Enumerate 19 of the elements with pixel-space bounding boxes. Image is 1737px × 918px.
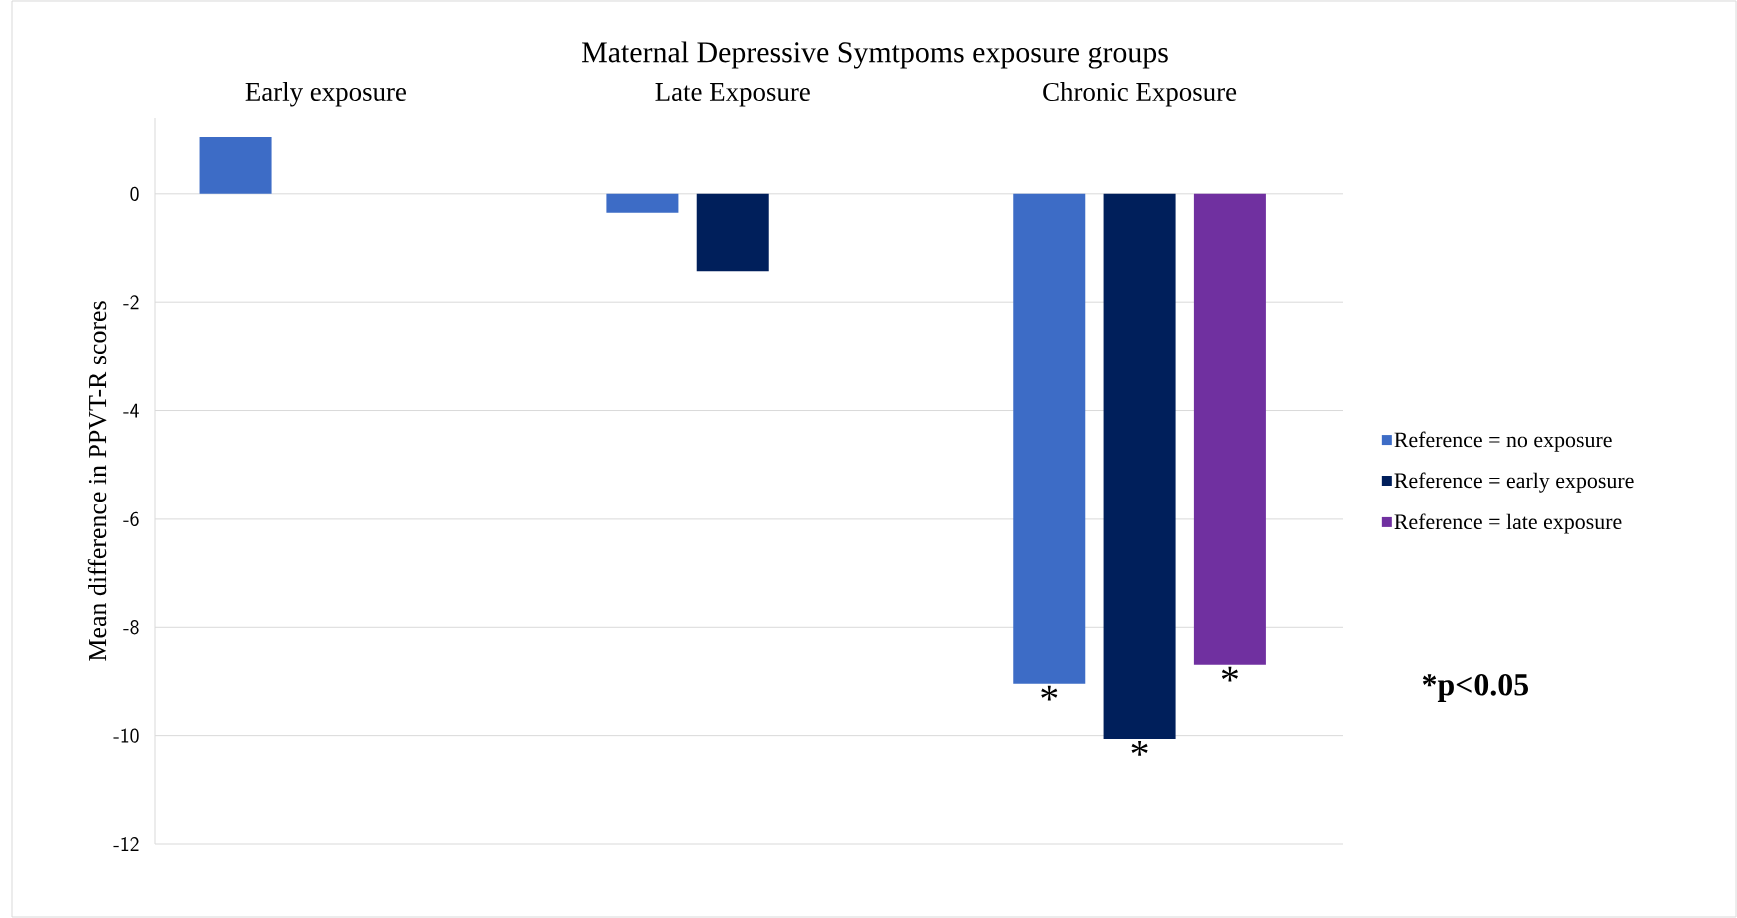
legend-label: Reference = early exposure — [1394, 472, 1634, 493]
y-tick-label: -8 — [123, 620, 139, 635]
y-tick-label: -2 — [123, 295, 139, 310]
data-label: * — [1041, 685, 1058, 701]
data-label: * — [1221, 666, 1238, 682]
legend-label: Reference = no exposure — [1394, 431, 1612, 452]
y-tick-label: -10 — [113, 728, 139, 743]
y-tick-label: -4 — [123, 403, 139, 418]
chart-title: Maternal Depressive Symtpoms exposure groups — [582, 41, 1168, 69]
text: *p<0.05 — [1422, 674, 1528, 702]
data-label: * — [1131, 741, 1148, 756]
x-tick-label: Early exposure — [245, 81, 406, 107]
x-tick-label: Chronic Exposure — [1043, 82, 1237, 107]
x-tick-label: Late Exposure — [655, 83, 810, 107]
y-axis-title: Mean difference in PPVT-R scores — [87, 301, 107, 661]
y-tick-label: -12 — [113, 836, 139, 852]
y-tick-label: 0 — [130, 186, 139, 202]
y-tick-label: -6 — [123, 511, 139, 527]
legend-label: Reference = late exposure — [1394, 513, 1622, 534]
